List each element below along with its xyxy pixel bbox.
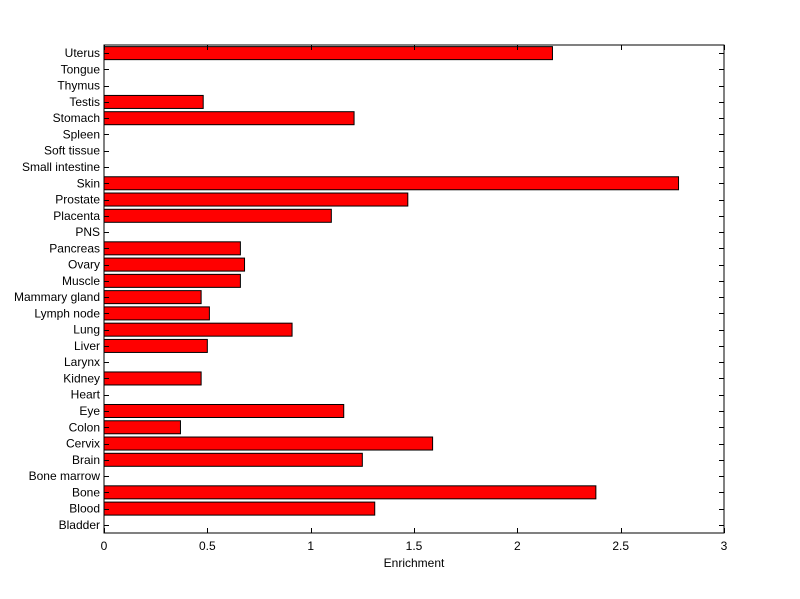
y-tick-label-thymus: Thymus [57,79,100,93]
y-tick-label-skin: Skin [77,176,100,190]
bar-bone [103,485,597,500]
bar-uterus [103,46,553,61]
y-tick-label-blood: Blood [69,502,100,516]
y-tick-label-bone: Bone [72,485,100,499]
y-tick-label-brain: Brain [72,453,100,467]
bar-blood [103,501,376,516]
bar-testis [103,94,204,109]
y-tick-label-mammary-gland: Mammary gland [14,290,100,304]
y-tick-label-bone-marrow: Bone marrow [29,469,101,483]
x-tick-label-6: 3 [721,539,728,553]
y-tick-label-placenta: Placenta [53,209,100,223]
bar-skin [103,176,680,191]
y-tick-label-pancreas: Pancreas [49,241,100,255]
bar-brain [103,452,363,467]
bar-eye [103,403,345,419]
bar-lung [103,322,293,337]
y-tick-label-ovary: Ovary [68,258,100,272]
y-tick-label-lymph-node: Lymph node [34,306,100,320]
x-tick-label-2: 1 [307,539,314,553]
ticks-layer: Bladder Blood Bone Bone marrow Brain Cervix Co… [14,45,728,553]
y-tick-label-pns: PNS [75,225,100,239]
y-tick-label-small-intestine: Small intestine [22,160,100,174]
y-tick-label-kidney: Kidney [63,371,100,385]
bar-muscle [103,273,241,288]
bar-kidney [103,371,202,386]
bar-mammary-gland [103,290,202,305]
y-tick-label-uterus: Uterus [65,46,100,60]
y-tick-label-soft-tissue: Soft tissue [44,144,100,158]
y-tick-label-testis: Testis [69,95,100,109]
bar-colon [103,420,181,435]
bar-ovary [103,257,246,272]
x-tick-label-4: 2 [514,539,521,553]
y-tick-label-colon: Colon [69,420,100,434]
bar-prostate [103,192,409,207]
y-tick-label-prostate: Prostate [55,193,100,207]
bars-layer [103,46,680,516]
x-axis-label: Enrichment [384,556,445,570]
x-tick-label-5: 2.5 [612,539,629,553]
y-tick-label-cervix: Cervix [66,437,100,451]
bar-placenta [103,208,332,223]
y-tick-label-spleen: Spleen [63,127,100,141]
y-tick-label-heart: Heart [71,388,101,402]
bar-liver [103,338,208,353]
x-tick-label-1: 0.5 [199,539,216,553]
y-tick-label-liver: Liver [74,339,100,353]
x-tick-label-0: 0 [101,539,108,553]
y-tick-label-lung: Lung [73,323,100,337]
bar-pancreas [103,241,241,256]
bar-lymph-node [103,306,210,321]
x-tick-label-3: 1.5 [406,539,423,553]
y-tick-label-eye: Eye [79,404,100,418]
bar-cervix [103,436,434,451]
bar-stomach [103,111,355,126]
y-tick-label-bladder: Bladder [59,518,100,532]
y-tick-label-stomach: Stomach [53,111,100,125]
y-tick-label-muscle: Muscle [62,274,100,288]
y-tick-label-tongue: Tongue [61,62,101,76]
y-tick-label-larynx: Larynx [64,355,100,369]
